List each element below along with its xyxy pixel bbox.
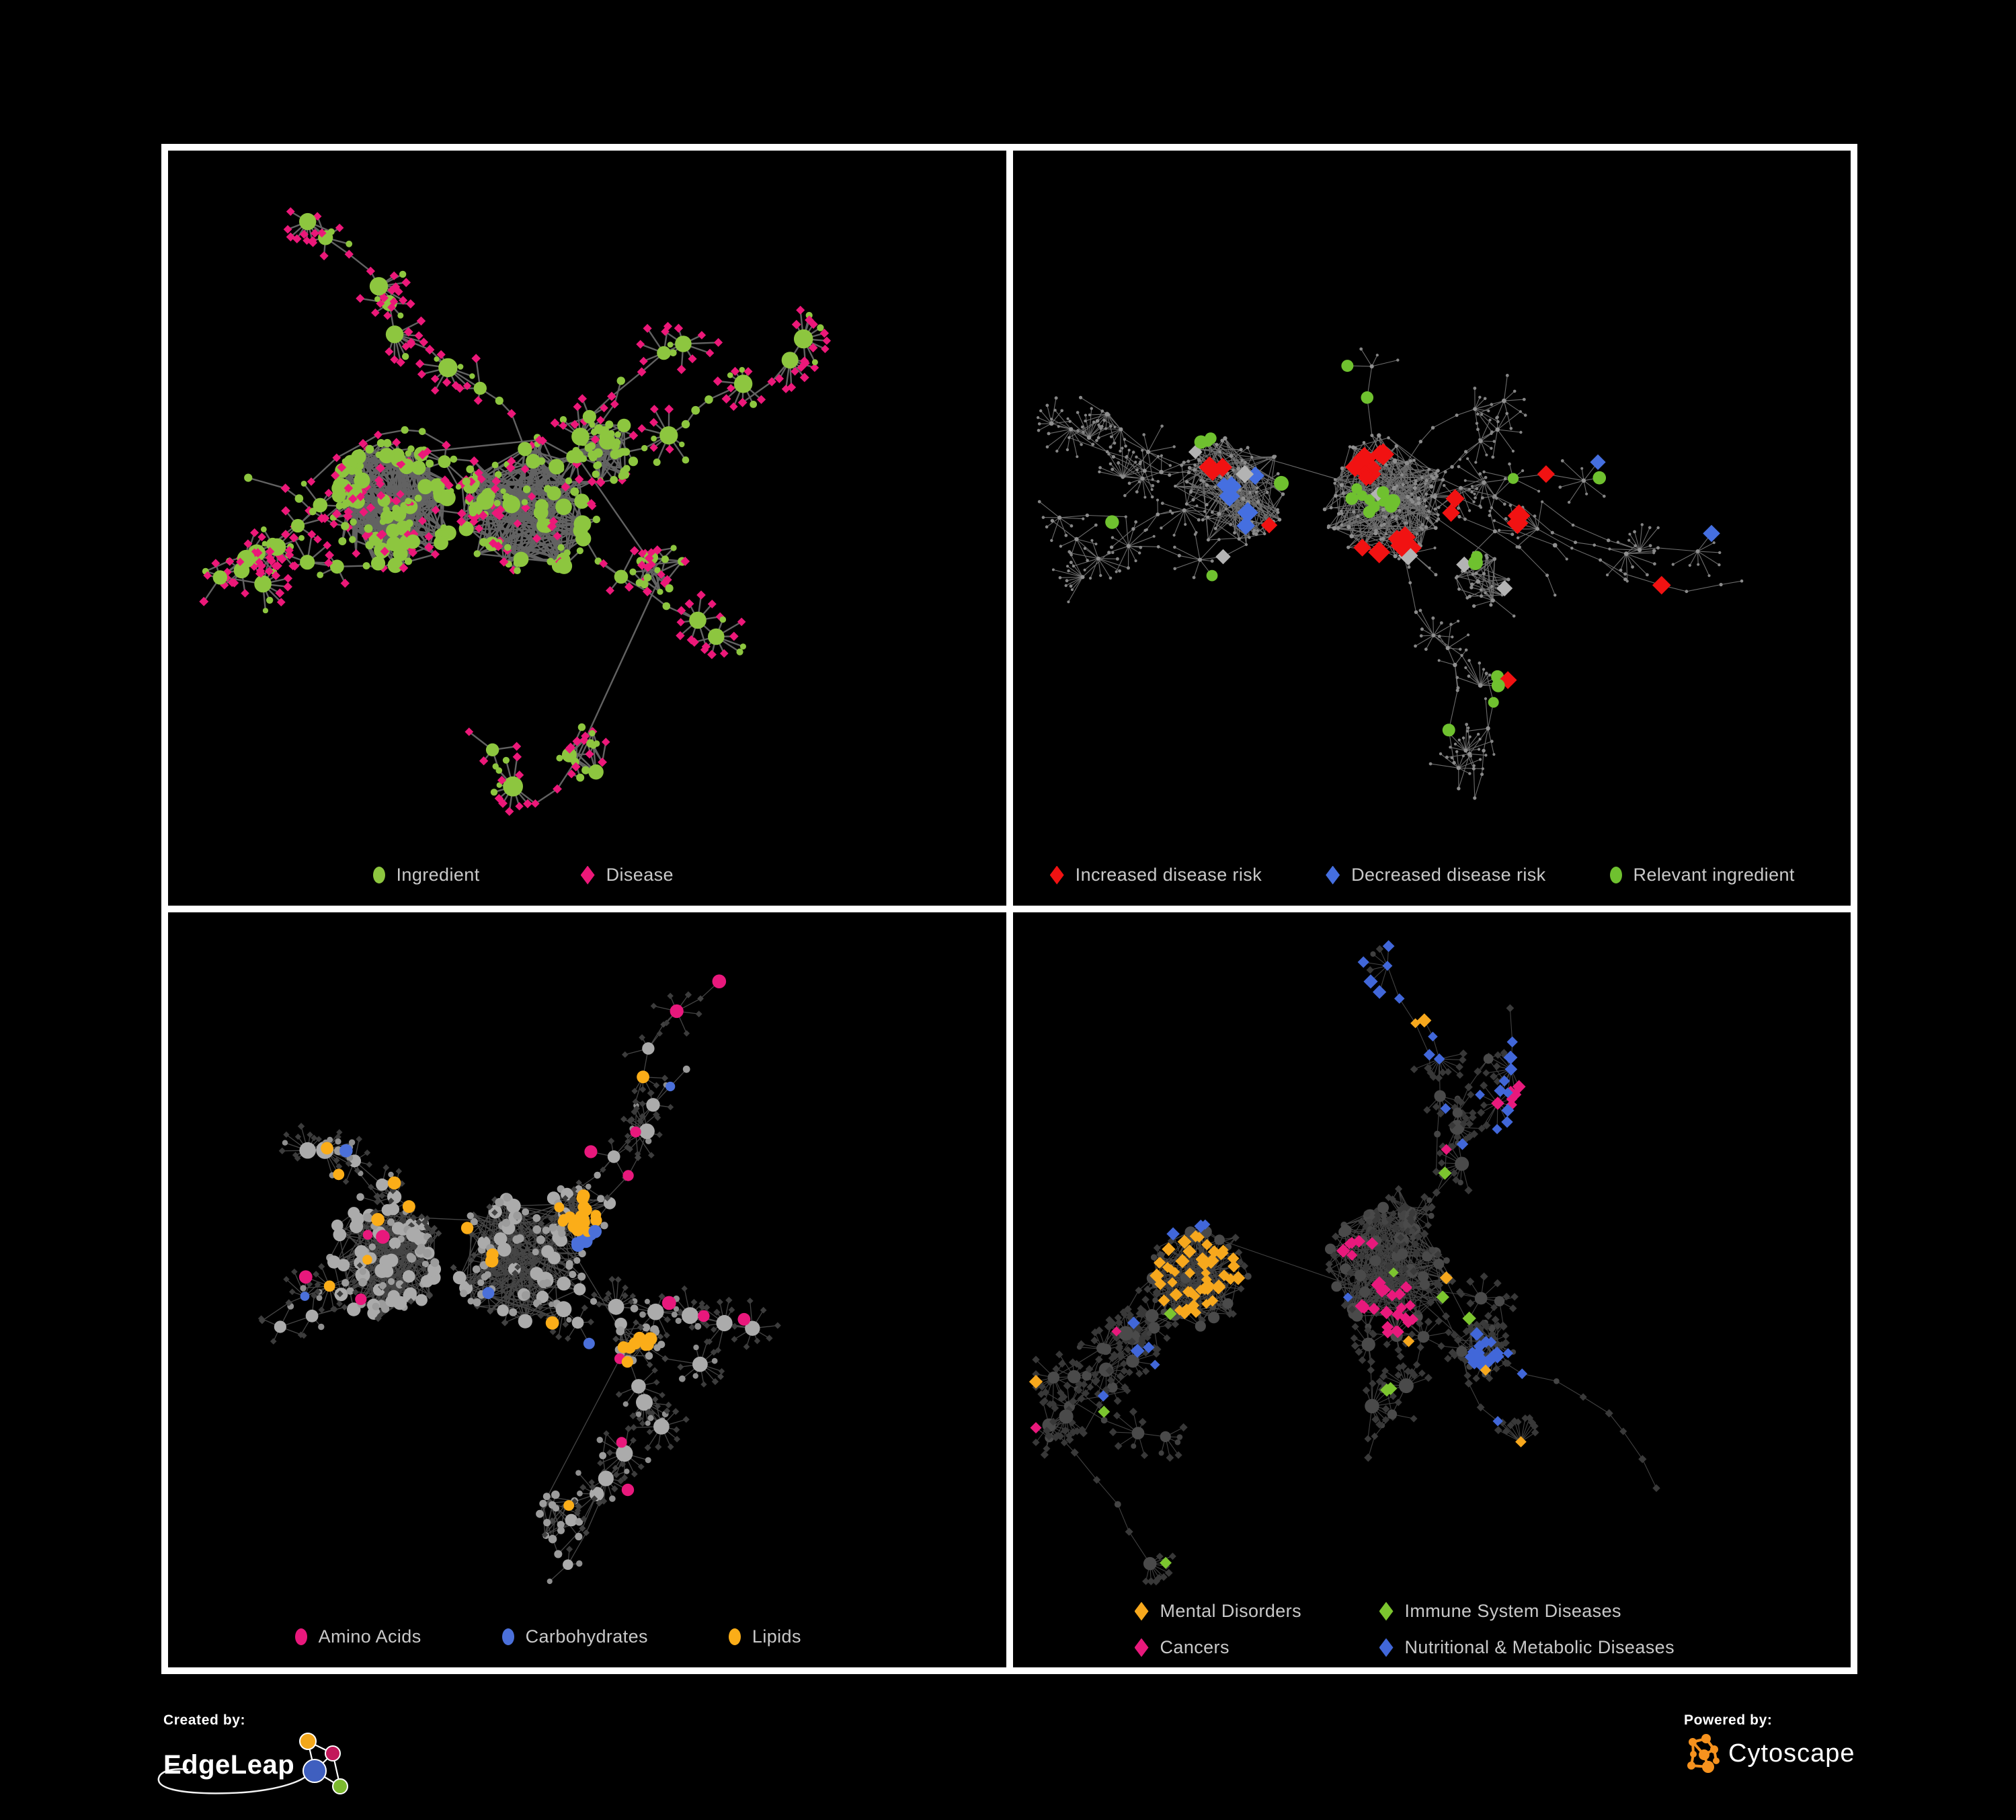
legend-label: Immune System Diseases — [1404, 1601, 1621, 1621]
panels-frame: Ingredient Disease Increased disease risk… — [161, 144, 1857, 1674]
legend-item-increased-disease-risk: Increased disease risk — [1049, 865, 1262, 885]
panel-ingredient-disease: Ingredient Disease — [168, 151, 1006, 906]
diamond-marker-icon — [1326, 865, 1340, 885]
network-graph-nutrient-classes — [257, 974, 781, 1585]
legend-label: Relevant ingredient — [1633, 865, 1795, 885]
legend-label: Increased disease risk — [1075, 865, 1262, 885]
legend-item-carbohydrates: Carbohydrates — [501, 1626, 648, 1647]
cytoscape-credit: Powered by: — [1684, 1712, 1855, 1774]
edgeleap-credit: Created by: EdgeLeap — [157, 1712, 354, 1797]
legend-label: Carbohydrates — [525, 1626, 648, 1647]
legend-disease-classes: Mental Disorders Immune System Diseases Ca… — [1134, 1601, 1675, 1658]
legend-label: Ingredient — [396, 865, 480, 885]
legend-label: Lipids — [752, 1626, 801, 1647]
diamond-marker-icon — [1379, 1601, 1394, 1621]
circle-marker-icon — [501, 1628, 514, 1645]
legend-item-mental-disorders: Mental Disorders — [1134, 1601, 1379, 1622]
cytoscape-brand: Cytoscape — [1728, 1739, 1855, 1768]
circle-marker-icon — [1609, 867, 1622, 883]
network-graph-disease-classes — [1029, 940, 1660, 1586]
legend-item-cancers: Cancers — [1134, 1637, 1379, 1658]
legend-disease-risk: Increased disease risk Decreased disease … — [1013, 865, 1842, 885]
created-by-label: Created by: — [163, 1712, 246, 1728]
legend-item-relevant-ingredient: Relevant ingredient — [1609, 865, 1795, 885]
network-graph-disease-risk — [1036, 347, 1743, 800]
cytoscape-logo-icon — [1687, 1734, 1720, 1773]
legend-item-lipids: Lipids — [728, 1626, 801, 1647]
diamond-marker-icon — [580, 865, 595, 885]
legend-label: Cancers — [1160, 1637, 1229, 1657]
legend-item-disease: Disease — [580, 865, 674, 885]
panel-nutrient-classes: Amino Acids Carbohydrates Lipids — [168, 912, 1006, 1667]
legend-item-nutritional-metabolic-diseases: Nutritional & Metabolic Diseases — [1379, 1637, 1675, 1658]
legend-item-ingredient: Ingredient — [372, 865, 480, 885]
cytoscape-lockup: Cytoscape — [1684, 1733, 1855, 1774]
legend-label: Disease — [606, 865, 674, 885]
legend-label: Mental Disorders — [1160, 1601, 1301, 1621]
legend-nutrient-classes: Amino Acids Carbohydrates Lipids — [168, 1626, 967, 1647]
network-graph-ingredient-disease — [199, 207, 832, 816]
legend-label: Amino Acids — [318, 1626, 421, 1647]
diamond-marker-icon — [1049, 865, 1064, 885]
edgeleap-swoosh-icon — [157, 1762, 313, 1794]
circle-marker-icon — [294, 1628, 307, 1645]
edgeleap-logo-icon — [299, 1733, 349, 1794]
circle-marker-icon — [728, 1628, 741, 1645]
panel-disease-risk: Increased disease risk Decreased disease … — [1012, 151, 1851, 906]
diamond-marker-icon — [1134, 1601, 1149, 1621]
legend-ingredient-disease: Ingredient Disease — [168, 865, 942, 885]
circle-marker-icon — [372, 867, 385, 883]
legend-item-immune-system-diseases: Immune System Diseases — [1379, 1601, 1675, 1622]
edgeleap-lockup: EdgeLeap — [157, 1733, 354, 1797]
edgeleap-brand: EdgeLeap — [163, 1749, 295, 1780]
legend-item-amino-acids: Amino Acids — [294, 1626, 421, 1647]
diamond-marker-icon — [1379, 1638, 1394, 1657]
legend-label: Nutritional & Metabolic Diseases — [1404, 1637, 1675, 1657]
panel-disease-classes: Mental Disorders Immune System Diseases Ca… — [1012, 912, 1851, 1667]
diamond-marker-icon — [1134, 1638, 1149, 1657]
legend-item-decreased-disease-risk: Decreased disease risk — [1326, 865, 1545, 885]
legend-label: Decreased disease risk — [1351, 865, 1546, 885]
powered-by-label: Powered by: — [1684, 1712, 1773, 1728]
